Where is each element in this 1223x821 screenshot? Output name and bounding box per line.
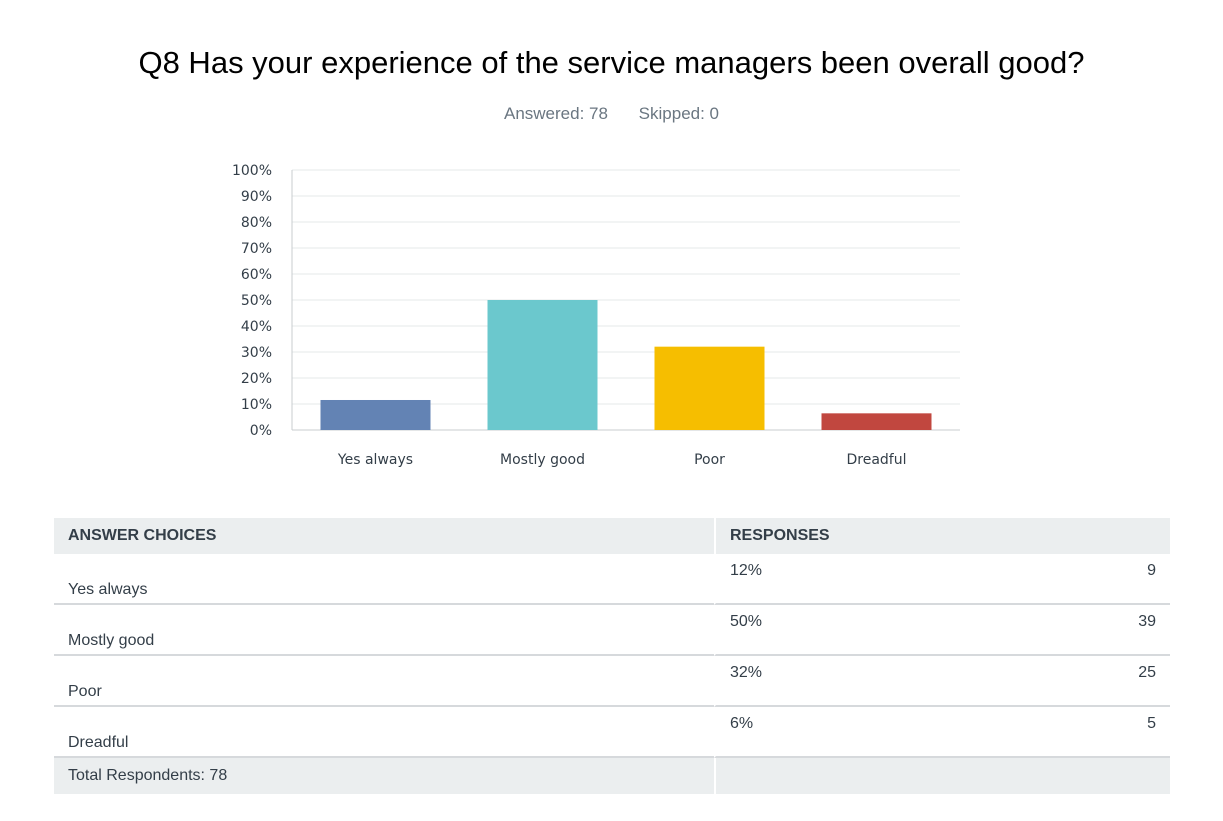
y-tick-label: 40%	[241, 319, 272, 335]
total-respondents: Total Respondents: 78	[54, 758, 714, 794]
answer-choices-header: ANSWER CHOICES	[54, 518, 714, 554]
x-category-label: Yes always	[337, 452, 413, 468]
y-tick-label: 60%	[241, 267, 272, 283]
response-count: 5	[976, 707, 1170, 758]
y-tick-label: 90%	[241, 189, 272, 205]
question-title: Q8 Has your experience of the service ma…	[138, 45, 1085, 80]
x-category-label: Poor	[694, 452, 725, 468]
chart-bars	[320, 300, 932, 430]
chart-grid	[291, 169, 960, 431]
y-tick-label: 0%	[250, 423, 272, 439]
answer-choice: Poor	[54, 656, 714, 707]
response-summary: Answered: 78 Skipped: 0	[0, 104, 1223, 124]
response-percent: 50%	[714, 605, 977, 656]
response-percent: 32%	[714, 656, 977, 707]
response-percent: 6%	[714, 707, 977, 758]
responses-header: RESPONSES	[714, 518, 1170, 554]
total-row: Total Respondents: 78	[54, 758, 1170, 794]
table-row: Yes always 12% 9	[54, 554, 1170, 605]
x-category-label: Mostly good	[500, 452, 585, 468]
response-count: 9	[976, 554, 1170, 605]
response-percent: 12%	[714, 554, 977, 605]
bar	[821, 413, 932, 430]
bar	[320, 399, 431, 430]
table-row: Poor 32% 25	[54, 656, 1170, 707]
total-blank-cell	[714, 758, 1170, 794]
y-tick-label: 50%	[241, 293, 272, 309]
bar	[654, 346, 765, 430]
x-axis-labels: Yes always Mostly good Poor Dreadful	[337, 452, 907, 468]
answer-choice: Yes always	[54, 554, 714, 605]
x-category-label: Dreadful	[847, 452, 907, 468]
table-header-row: ANSWER CHOICES RESPONSES	[54, 518, 1170, 554]
y-tick-label: 80%	[241, 215, 272, 231]
y-tick-label: 30%	[241, 345, 272, 361]
answer-choice: Mostly good	[54, 605, 714, 656]
y-axis-ticks: 0% 10% 20% 30% 40% 50% 60% 70% 80% 90% 100%	[232, 163, 272, 439]
bar	[487, 300, 598, 430]
y-tick-label: 100%	[232, 163, 272, 179]
skipped-count: Skipped: 0	[638, 104, 720, 123]
response-count: 39	[976, 605, 1170, 656]
answered-count: Answered: 78	[503, 104, 608, 123]
table-row: Mostly good 50% 39	[54, 605, 1170, 656]
bar-chart: 0% 10% 20% 30% 40% 50% 60% 70% 80% 90% 100% Yes al…	[232, 163, 960, 468]
y-tick-label: 10%	[241, 397, 272, 413]
table-row: Dreadful 6% 5	[54, 707, 1170, 758]
y-tick-label: 70%	[241, 241, 272, 257]
answer-choice: Dreadful	[54, 707, 714, 758]
y-tick-label: 20%	[241, 371, 272, 387]
response-count: 25	[976, 656, 1170, 707]
responses-table: ANSWER CHOICES RESPONSES Yes always 12% …	[54, 518, 1170, 794]
